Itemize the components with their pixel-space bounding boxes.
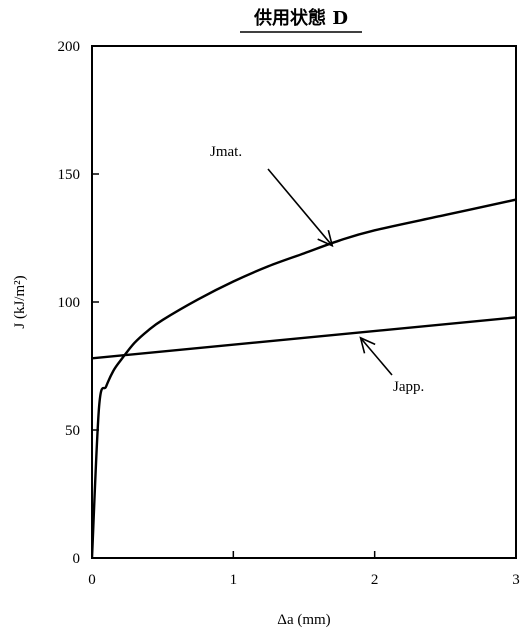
y-tick-label: 200 xyxy=(58,39,81,55)
y-tick-label: 50 xyxy=(65,423,80,439)
annotation-label-japp: Japp. xyxy=(393,379,424,395)
series-layer xyxy=(92,198,516,558)
x-tick-label: 3 xyxy=(512,572,520,588)
annotation-layer: Jmat. Japp. xyxy=(210,144,424,395)
x-tick-label: 2 xyxy=(371,572,379,588)
plot-frame xyxy=(91,45,517,559)
annotation-arrow-japp xyxy=(359,337,393,376)
annotation-arrowhead-japp xyxy=(359,336,376,354)
annotation-label-jmat: Jmat. xyxy=(210,144,242,160)
series-line-jmat xyxy=(92,198,516,558)
x-tick-label: 1 xyxy=(230,572,238,588)
annotation-arrow-jmat xyxy=(267,168,333,247)
y-tick-label: 100 xyxy=(58,295,81,311)
y-tick-label: 150 xyxy=(58,167,81,183)
x-axis-ticks: 0 1 2 3 xyxy=(88,551,520,588)
y-axis-ticks: 0 50 100 150 200 xyxy=(58,39,99,567)
y-tick-label: 0 xyxy=(73,551,81,567)
series-line-japp xyxy=(92,316,516,360)
x-tick-label: 0 xyxy=(88,572,96,588)
chart-title: 供用状態 D xyxy=(253,7,348,29)
annotation-arrowhead-jmat xyxy=(317,229,334,248)
y-axis-label: J (kJ/m²) xyxy=(12,275,28,328)
x-axis-label: Δa (mm) xyxy=(277,612,330,628)
